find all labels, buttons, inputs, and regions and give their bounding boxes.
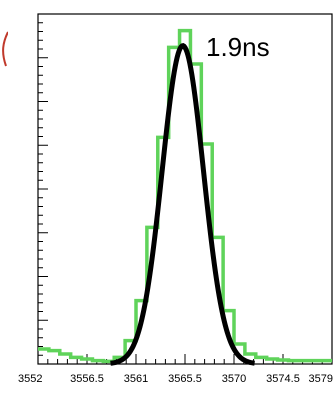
x-tick-label: 3565.5 xyxy=(168,373,202,385)
width-annotation: 1.9ns xyxy=(206,32,270,62)
x-tick-label: 3556.5 xyxy=(70,373,104,385)
x-tick-label: 3570 xyxy=(222,373,246,385)
x-tick-label: 3561 xyxy=(124,373,148,385)
x-tick-label: 3579 xyxy=(309,373,333,385)
data-histogram-line xyxy=(38,28,332,364)
x-tick-label: 3574.5 xyxy=(266,373,300,385)
y-axis-ticks xyxy=(38,13,48,365)
x-tick-label: 3552 xyxy=(18,373,42,385)
x-axis-ticks xyxy=(37,354,333,364)
x-axis-tick-labels: 3552 3556.5 3561 3565.5 3570 3574.5 3579 xyxy=(18,373,333,385)
plot-frame xyxy=(37,13,333,365)
fit-curve-line xyxy=(110,43,255,366)
edge-mark-decoration xyxy=(2,31,8,67)
